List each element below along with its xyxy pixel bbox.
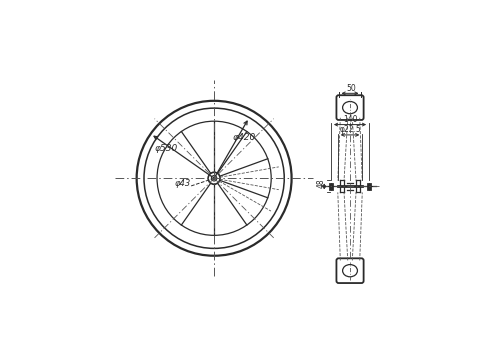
Text: 50: 50 xyxy=(347,84,356,92)
Text: 140: 140 xyxy=(344,115,358,124)
Circle shape xyxy=(213,177,215,179)
Text: 48: 48 xyxy=(317,179,326,189)
Text: φ530: φ530 xyxy=(155,144,178,153)
Text: φ22.5: φ22.5 xyxy=(339,125,361,134)
Text: φ43: φ43 xyxy=(174,179,191,189)
Text: φ420: φ420 xyxy=(232,133,256,142)
